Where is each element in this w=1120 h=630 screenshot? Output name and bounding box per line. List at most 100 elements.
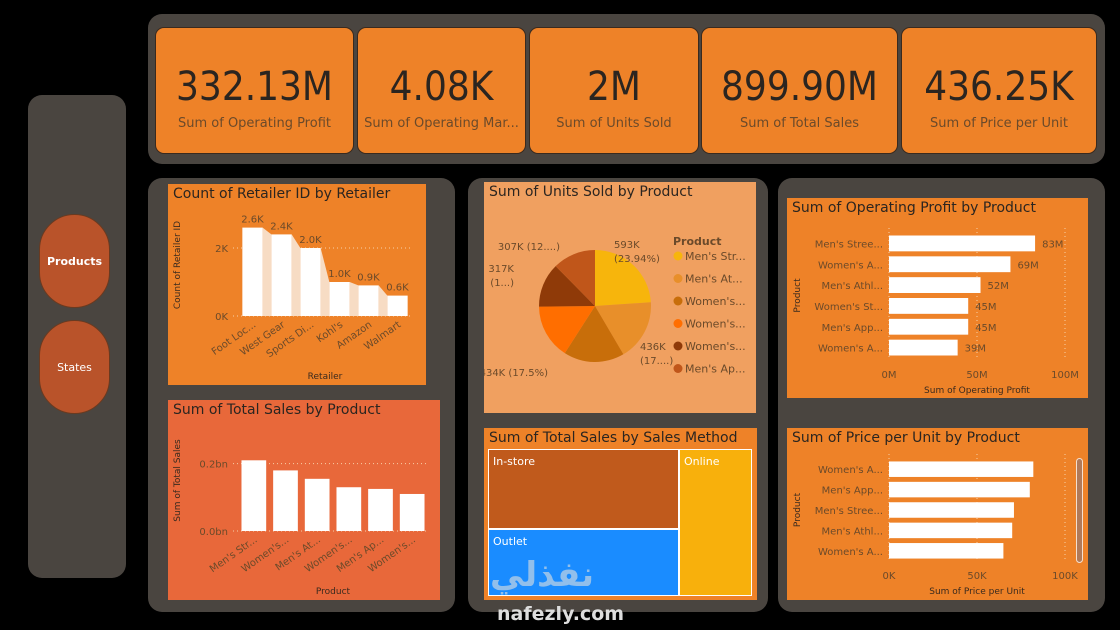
units-pie-chart[interactable]: Sum of Units Sold by Product 593K (23.94%…: [484, 182, 756, 413]
kpi-value: 332.13M: [176, 64, 333, 110]
bar: [368, 488, 393, 531]
total-sales-chart[interactable]: Sum of Total Sales by Product 0.0bn 0.2bn…: [168, 400, 440, 600]
legend-item: Men's Ap...: [685, 363, 745, 376]
treemap-tile-outlet[interactable]: Outlet: [488, 529, 679, 596]
kpi-label: Sum of Operating Profit: [178, 116, 331, 131]
bar: [889, 298, 969, 314]
data-label: 434K (17.5%): [484, 368, 548, 379]
data-label: (17....): [640, 356, 673, 367]
legend-marker: [673, 251, 683, 261]
data-label: 69M: [1017, 260, 1038, 271]
price-per-unit-chart[interactable]: Sum of Price per Unit by Product 0K 50K 10…: [787, 428, 1088, 600]
kpi-value: 2M: [587, 64, 641, 110]
kpi-label: Sum of Total Sales: [739, 116, 860, 131]
chart-title: Sum of Price per Unit by Product: [792, 430, 1020, 446]
bar: [241, 460, 267, 531]
bar: [889, 339, 958, 356]
bar: [242, 227, 263, 316]
data-label: 2.6K: [241, 215, 264, 226]
data-label: 307K (12....): [498, 242, 560, 253]
ribbon: [349, 282, 359, 316]
legend-marker: [673, 364, 683, 373]
legend-item: Women's...: [685, 318, 746, 331]
legend-title: Product: [673, 235, 722, 248]
x-tick-label: 50M: [966, 370, 987, 381]
chart-title: Sum of Total Sales by Product: [173, 402, 381, 418]
kpi-card-price-per-unit: 436.25K Sum of Price per Unit: [901, 27, 1097, 154]
data-label: 0.9K: [357, 272, 380, 283]
bar: [889, 318, 969, 335]
y-tick-label: 0K: [215, 312, 228, 323]
nav-button-products[interactable]: Products: [39, 214, 110, 308]
watermark-arabic: نفذلي: [490, 555, 595, 595]
legend-marker: [673, 341, 683, 351]
data-label: 52M: [988, 281, 1009, 292]
y-tick-label: Men's Stree...: [815, 506, 883, 517]
y-tick-label: Women's A...: [818, 465, 883, 476]
y-axis-title: Sum of Total Sales: [173, 439, 183, 522]
bar: [889, 235, 1036, 252]
bar: [336, 487, 362, 531]
legend-marker: [673, 319, 683, 328]
data-label: 2.4K: [270, 221, 293, 232]
operating-profit-chart[interactable]: Sum of Operating Profit by Product 0M 50M…: [787, 198, 1088, 398]
pie-slice: [555, 250, 595, 306]
y-tick-label: 2K: [215, 244, 228, 255]
legend-item: Women's...: [685, 295, 746, 308]
y-tick-label: Women's A...: [818, 344, 883, 355]
watermark-latin: nafezly.com: [497, 603, 625, 625]
kpi-label: Sum of Units Sold: [556, 116, 672, 131]
bar: [358, 285, 379, 316]
y-axis-title: Product: [793, 278, 803, 313]
bar: [889, 277, 981, 293]
treemap-tile-online[interactable]: Online: [679, 449, 752, 596]
data-label: 0.6K: [386, 283, 409, 294]
bar: [271, 234, 292, 316]
sales-method-treemap[interactable]: Sum of Total Sales by Sales Method In-st…: [484, 428, 757, 600]
bar: [329, 282, 350, 316]
x-axis-title: Sum of Price per Unit: [929, 587, 1025, 597]
pie-slice: [564, 306, 624, 362]
bar: [889, 481, 1030, 498]
data-label: 45M: [975, 302, 996, 313]
legend-marker: [673, 296, 683, 306]
pie-slice: [595, 250, 651, 306]
y-tick-label: Men's Stree...: [815, 239, 883, 250]
data-label: 317K: [488, 264, 514, 275]
chart-title: Sum of Units Sold by Product: [489, 184, 693, 200]
kpi-card-operating-margin: 4.08K Sum of Operating Mar...: [357, 27, 526, 154]
chart-title: Sum of Operating Profit by Product: [792, 200, 1036, 216]
data-label: (1...): [490, 278, 514, 289]
scrollbar[interactable]: [1076, 458, 1083, 563]
data-label: 45M: [975, 323, 996, 334]
ribbon: [262, 227, 272, 316]
chart-title: Count of Retailer ID by Retailer: [173, 186, 391, 202]
kpi-label: Sum of Operating Mar...: [364, 116, 519, 131]
data-label: 2.0K: [299, 235, 322, 246]
kpi-value: 899.90M: [721, 64, 878, 110]
data-label: 39M: [965, 344, 986, 355]
y-axis-title: Count of Retailer ID: [173, 221, 183, 309]
y-tick-label: 0.0bn: [199, 527, 228, 538]
kpi-card-total-sales: 899.90M Sum of Total Sales: [701, 27, 898, 154]
pie-slice: [539, 266, 595, 307]
bar: [304, 478, 330, 531]
bar: [399, 493, 425, 531]
bar: [889, 461, 1034, 477]
bar: [889, 543, 1004, 559]
bar: [889, 522, 1013, 539]
y-tick-label: Men's App...: [822, 486, 883, 497]
ribbon: [378, 285, 388, 316]
treemap-tile-in-store[interactable]: In-store: [488, 449, 679, 529]
retailer-chart[interactable]: Count of Retailer ID by Retailer 0K 2K 2.6…: [168, 184, 426, 385]
chart-title: Sum of Total Sales by Sales Method: [489, 430, 738, 446]
y-tick-label: Women's A...: [818, 547, 883, 558]
kpi-label: Sum of Price per Unit: [930, 116, 1068, 131]
data-label: 1.0K: [328, 269, 351, 280]
pie-slice: [539, 306, 595, 354]
y-tick-label: Women's A...: [818, 260, 883, 271]
ribbon: [320, 248, 330, 316]
nav-button-states[interactable]: States: [39, 320, 110, 414]
data-label: 436K: [640, 342, 666, 353]
x-tick-label: 0M: [882, 370, 897, 381]
